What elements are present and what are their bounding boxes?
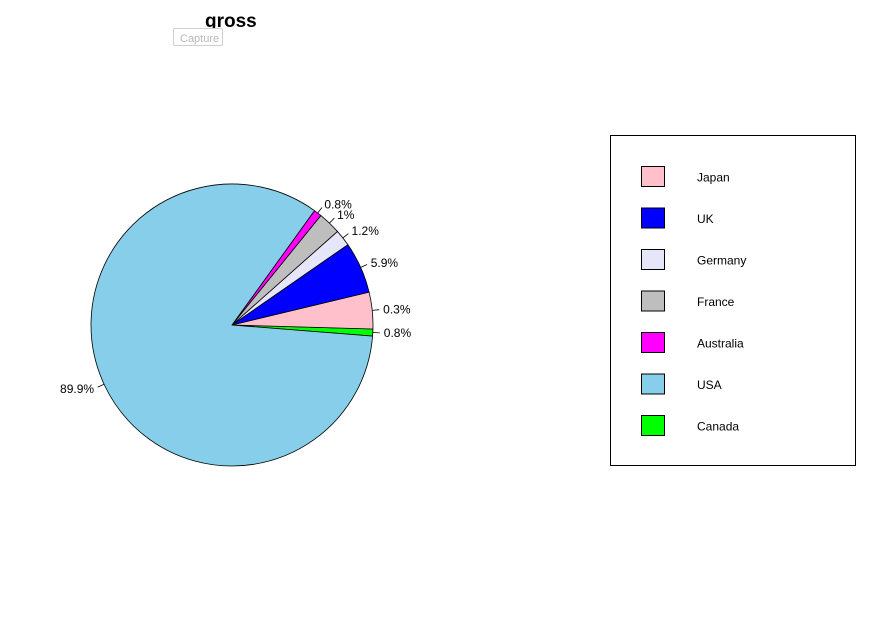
legend-label-usa: USA (697, 378, 722, 392)
legend-label-australia: Australia (697, 337, 744, 351)
slice-label-france: 1% (337, 208, 355, 222)
pie-labels: 0.8%0.3%5.9%1.2%1%0.8%89.9% (60, 197, 411, 396)
legend-swatch-uk (641, 207, 665, 229)
legend-swatch-canada (641, 415, 665, 436)
capture-button[interactable]: Capture (173, 28, 223, 46)
slice-label-usa: 89.9% (60, 382, 94, 396)
legend-swatch-australia (641, 332, 665, 353)
label-tick-germany (342, 233, 349, 239)
pie-slice-usa (90, 183, 373, 467)
label-tick-usa (97, 383, 105, 388)
legend-swatch-japan (641, 166, 665, 187)
label-tick-australia (317, 207, 323, 214)
label-tick-japan (372, 309, 380, 311)
legend-swatch-france (641, 290, 665, 312)
legend-label-japan: Japan (697, 171, 730, 185)
label-tick-france (329, 217, 335, 224)
slice-label-canada: 0.8% (384, 326, 412, 340)
slice-label-japan: 0.3% (383, 302, 411, 316)
legend-label-canada: Canada (697, 420, 739, 434)
legend-swatch-germany (641, 249, 665, 270)
legend-label-germany: Germany (697, 254, 746, 268)
legend-label-uk: UK (697, 212, 714, 226)
legend-swatch-usa (641, 373, 665, 395)
slice-label-germany: 1.2% (352, 224, 380, 238)
label-tick-uk (360, 264, 368, 268)
slice-label-uk: 5.9% (371, 256, 399, 270)
slice-label-australia: 0.8% (324, 197, 352, 211)
chart-title: gross (205, 11, 257, 32)
legend-label-france: France (697, 295, 735, 309)
legend: Japan UK Germany France Australia USA Canada (641, 166, 746, 436)
pie-slices (90, 183, 374, 467)
